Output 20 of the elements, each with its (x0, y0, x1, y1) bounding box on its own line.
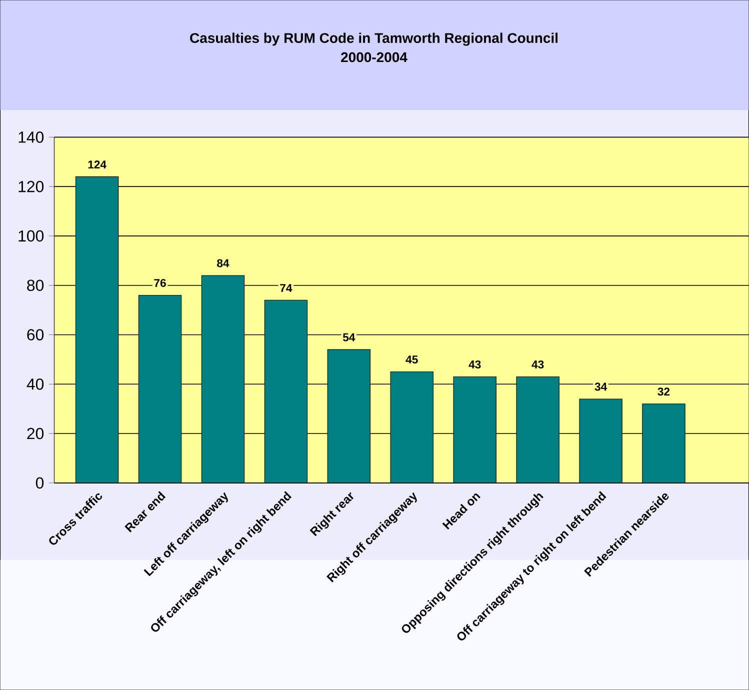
y-tick-label: 120 (18, 180, 44, 192)
y-tick-label: 20 (27, 428, 44, 440)
y-tick-label: 140 (18, 132, 44, 143)
chart-subtitle: 2000-2004 (341, 52, 408, 62)
y-tick-label: 80 (27, 280, 44, 291)
y-tick-label: 60 (27, 329, 44, 340)
data-label: 54 (342, 333, 356, 342)
data-label: 84 (217, 259, 230, 268)
data-label: 45 (406, 356, 418, 364)
data-label: 74 (280, 284, 292, 292)
y-tick-label: 0 (36, 477, 44, 489)
data-label: 43 (532, 360, 544, 368)
data-label: 32 (658, 388, 670, 396)
chart-title: Casualties by RUM Code in Tamworth Regional Council (190, 32, 558, 46)
data-label: 124 (88, 160, 106, 168)
data-label: 76 (154, 278, 166, 287)
data-label: 34 (594, 382, 608, 391)
data-label: 43 (468, 360, 481, 368)
y-tick-label: 100 (18, 230, 44, 242)
y-tick-label: 40 (26, 378, 44, 390)
